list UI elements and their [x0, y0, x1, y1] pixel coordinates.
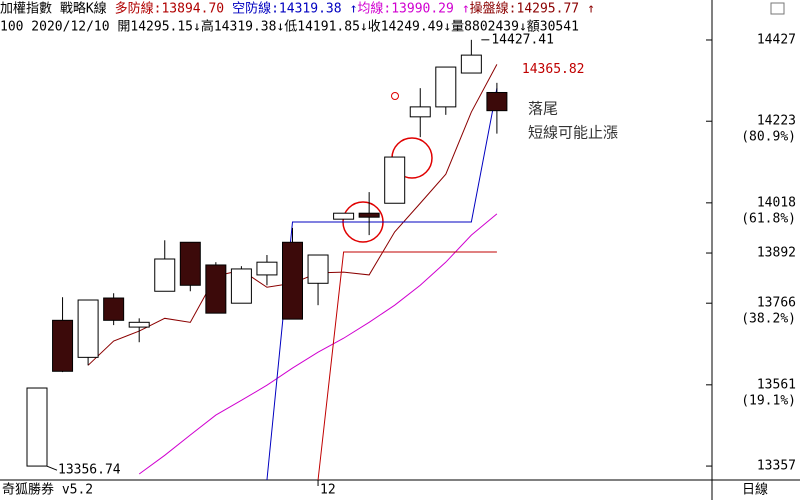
series-line — [138, 213, 498, 475]
leader — [46, 465, 58, 471]
x-tick-label: 12 — [320, 483, 336, 498]
header-item: 均線:13990.29 — [357, 1, 453, 17]
candle-body — [154, 258, 176, 292]
candle-body — [205, 264, 227, 314]
window-button[interactable] — [770, 2, 785, 15]
signal-dot — [391, 92, 399, 100]
candle-body — [77, 299, 99, 358]
annotation: 短線可能止漲 — [528, 124, 618, 142]
header: 加權指數 戰略K線 多防線:13894.70 空防線:14319.38 ↑ 均線:139… — [0, 1, 595, 17]
candle-body — [179, 241, 201, 286]
candle-body — [307, 254, 329, 284]
y-tick-note: (61.8%) — [741, 211, 796, 226]
candle-body — [103, 297, 125, 321]
series-line — [266, 88, 498, 481]
header-item: 操盤線:14295.77 — [470, 1, 579, 17]
footer-right: 日線 — [742, 482, 768, 498]
candle-body — [486, 91, 508, 112]
candle-body — [435, 66, 457, 108]
y-tick-label: 14018 — [757, 195, 796, 210]
candle-body — [52, 319, 74, 372]
y-tick-note: (19.1%) — [741, 393, 796, 408]
candle-body — [384, 156, 406, 204]
header-item: 多防線:13894.70 — [115, 1, 224, 17]
header-item: 加權指數 戰略K線 — [0, 1, 107, 17]
y-tick-label: 13561 — [757, 377, 796, 392]
y-tick-label: 14223 — [757, 114, 796, 129]
price-label: 13356.74 — [58, 463, 121, 478]
y-tick-label: 13892 — [757, 246, 796, 261]
candle-body — [230, 268, 252, 304]
candle-body — [256, 261, 278, 276]
price-label: 14427.41 — [491, 32, 554, 47]
y-tick-label: 14427 — [757, 32, 796, 47]
candle-body — [333, 212, 355, 220]
candle-body — [358, 212, 380, 218]
y-tick-note: (38.2%) — [741, 312, 796, 327]
header-item: 空防線:14319.38 — [232, 1, 341, 17]
y-tick-label: 13766 — [757, 296, 796, 311]
header-item: ↑ — [587, 2, 595, 17]
header-item: ↑ — [462, 2, 470, 17]
candle-body — [128, 321, 150, 328]
header-line2: 100 2020/12/10 開14295.15↓高14319.38↓低1419… — [0, 19, 579, 35]
candle-body — [409, 106, 431, 118]
candle-body — [26, 387, 48, 467]
annotation: 落尾 — [528, 100, 558, 118]
y-tick-note: (80.9%) — [741, 130, 796, 145]
header-item: ↑ — [350, 2, 358, 17]
candle-body — [460, 54, 482, 74]
series-line — [317, 251, 497, 481]
price-label: 14365.82 — [522, 62, 585, 77]
candle-body — [282, 241, 303, 320]
footer-left: 奇狐勝券 v5.2 — [2, 482, 93, 498]
y-tick-label: 13357 — [757, 459, 796, 474]
